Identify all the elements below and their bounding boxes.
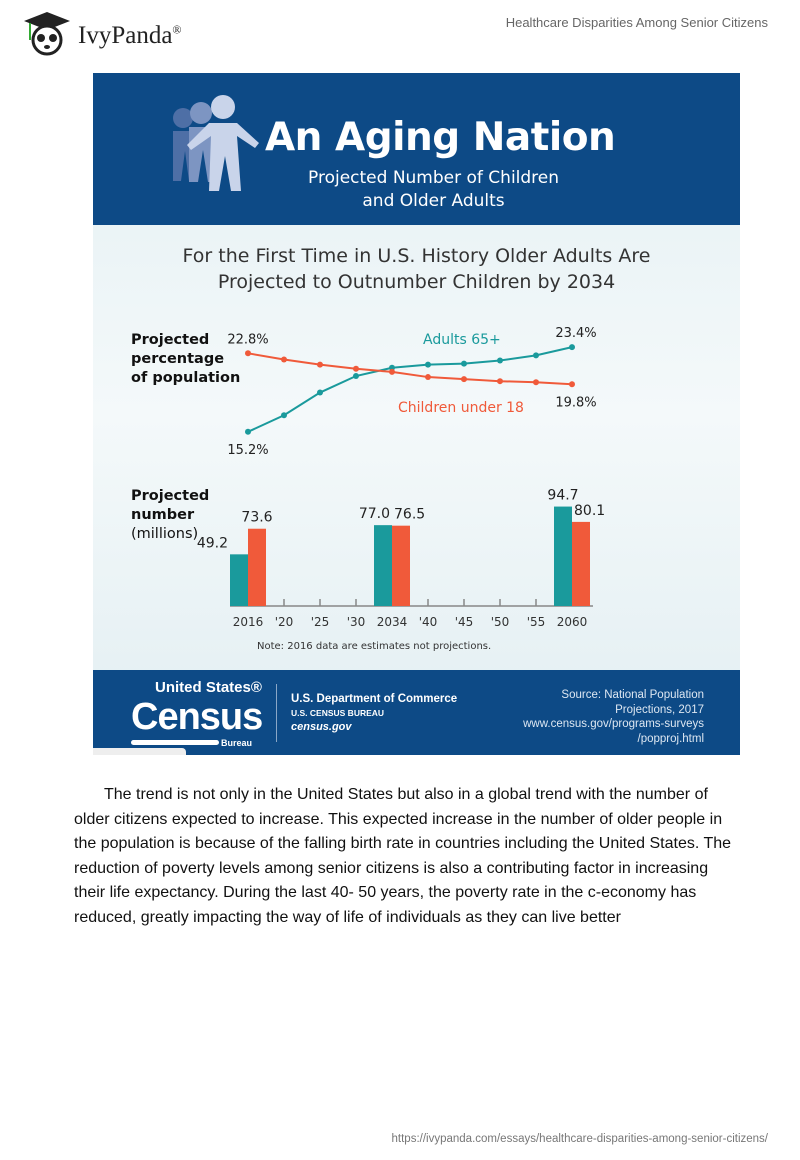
data-point [389, 364, 395, 371]
headline-line: For the First Time in U.S. History Older… [182, 245, 651, 267]
bar [554, 506, 572, 606]
data-label: 19.8% [555, 395, 596, 410]
document-title: Healthcare Disparities Among Senior Citi… [505, 15, 768, 30]
body-paragraph: The trend is not only in the United Stat… [74, 786, 732, 926]
bar [572, 521, 590, 606]
data-point [353, 373, 359, 380]
data-point [281, 412, 287, 419]
ivypanda-logo[interactable]: IvyPanda® [22, 10, 182, 56]
bar [392, 525, 410, 606]
bar-value-label: 49.2 [197, 535, 228, 551]
data-point [425, 361, 431, 368]
x-tick-label: '55 [527, 615, 546, 629]
chart-canvas: 15.2% 23.4% 22.8% 19.8% Adults 65+ Children u… [197, 326, 605, 629]
bar [230, 554, 248, 606]
bar-value-label: 77.0 [359, 506, 390, 522]
bar [248, 528, 266, 606]
data-point [533, 379, 539, 386]
data-point [281, 356, 287, 363]
x-tick-label: '20 [275, 615, 294, 629]
census-logo-bureau: Bureau [221, 738, 253, 748]
divider [276, 684, 277, 742]
data-point [425, 374, 431, 381]
census-site: census.gov [291, 721, 352, 733]
chart-note: Note: 2016 data are estimates not projec… [257, 641, 492, 652]
infographic-title: An Aging Nation [265, 115, 616, 160]
bar-chart-ylabel: Projected number (millions) [131, 488, 210, 542]
census-logo-word: Census [131, 696, 263, 738]
x-tick-label: '45 [455, 615, 474, 629]
source-text: Source: National Population Projections, … [523, 689, 704, 745]
headline-line: Projected to Outnumber Children by 2034 [217, 271, 616, 293]
series-label-adults: Adults 65+ [423, 332, 501, 348]
bar-value-label: 73.6 [241, 510, 272, 526]
data-label: 15.2% [227, 443, 268, 458]
data-point [497, 357, 503, 364]
x-tick-label: '50 [491, 615, 510, 629]
x-tick-label: 2060 [557, 615, 588, 629]
line-chart-ylabel: Projected percentage of population [131, 332, 241, 386]
data-point [533, 352, 539, 359]
data-point [461, 376, 467, 383]
data-label: 23.4% [555, 326, 596, 341]
data-point [317, 389, 323, 396]
data-point [245, 350, 251, 357]
panda-graduate-icon [24, 12, 70, 56]
subtitle-line: and Older Adults [362, 191, 505, 211]
data-point [497, 378, 503, 385]
x-tick-label: '25 [311, 615, 330, 629]
series-line [247, 346, 573, 433]
logo-text: IvyPanda® [78, 22, 182, 49]
bar [374, 525, 392, 606]
infographic-footer: United States® Census Bureau U.S. Depart… [93, 670, 740, 755]
series-label-children: Children under 18 [398, 400, 524, 416]
image-tab [93, 748, 186, 755]
bar-value-label: 94.7 [547, 488, 578, 504]
bar-value-label: 76.5 [394, 507, 425, 523]
infographic-subtitle: Projected Number of Children and Older A… [308, 167, 559, 213]
data-point [569, 381, 575, 388]
data-point [353, 365, 359, 372]
x-tick-label: '30 [347, 615, 366, 629]
page-url: https://ivypanda.com/essays/healthcare-d… [391, 1133, 768, 1145]
census-logo-bar [131, 740, 219, 745]
series-line [247, 352, 573, 386]
subtitle-line: Projected Number of Children [308, 168, 560, 188]
data-point [317, 361, 323, 368]
data-label: 22.8% [227, 332, 268, 347]
people-figures-icon [173, 95, 259, 191]
bureau-name: U.S. CENSUS BUREAU [291, 708, 385, 718]
aging-nation-infographic: An Aging Nation Projected Number of Chil… [93, 73, 740, 755]
data-point [461, 360, 467, 367]
infographic-headline: For the First Time in U.S. History Older… [93, 243, 740, 295]
census-logo-text: United States® [155, 679, 262, 696]
data-point [569, 344, 575, 351]
infographic-header: An Aging Nation Projected Number of Chil… [93, 73, 740, 225]
bar-value-label: 80.1 [574, 503, 605, 519]
data-point [389, 368, 395, 375]
data-point [245, 428, 251, 435]
x-tick-label: 2034 [377, 615, 408, 629]
x-tick-label: 2016 [233, 615, 264, 629]
department-name: U.S. Department of Commerce [291, 693, 458, 705]
x-tick-label: '40 [419, 615, 438, 629]
